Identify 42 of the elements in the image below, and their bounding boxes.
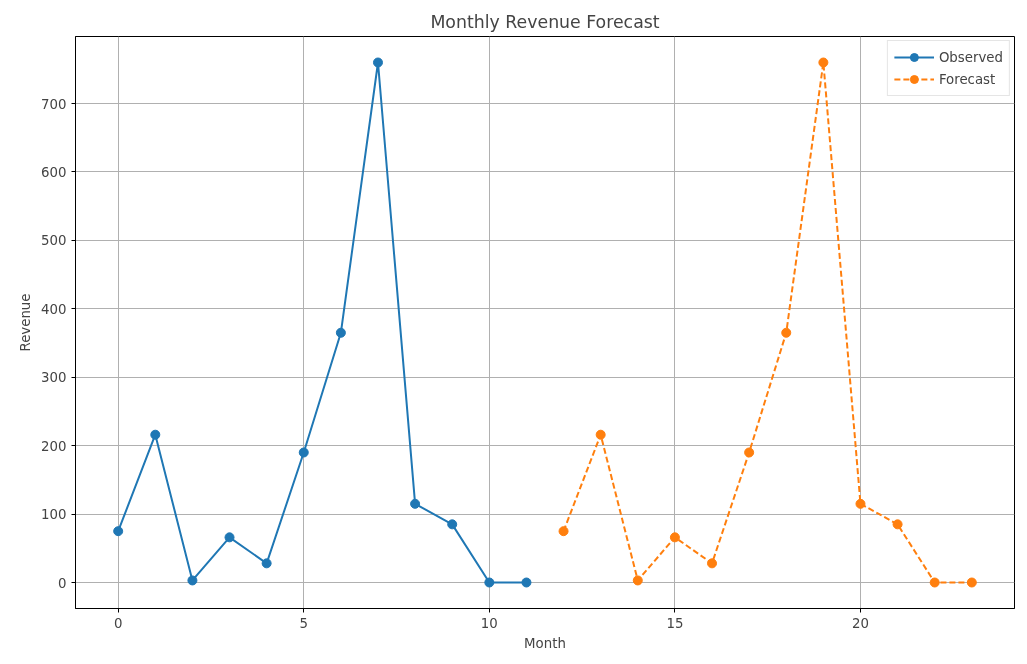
y-tick-label: 0 [58,575,67,591]
x-tick-label: 15 [666,615,684,631]
point [669,532,680,543]
point [521,577,532,588]
legend-label: Forecast [938,71,996,87]
point [484,577,495,588]
point [966,577,977,588]
point [187,575,198,586]
point [150,429,161,440]
y-tick-label: 700 [41,96,67,112]
point [335,327,346,338]
x-tick-label: 20 [851,615,869,631]
point [855,498,866,509]
y-tick-label: 200 [41,438,67,454]
x-tick-label: 0 [113,615,123,631]
y-tick-label: 100 [41,507,67,523]
y-tick-label: 500 [41,233,67,249]
y-axis-title: Revenue [18,293,34,352]
point [595,429,606,440]
point [113,526,124,537]
point [781,327,792,338]
x-tick-label: 5 [299,615,308,631]
chart-title: Monthly Revenue Forecast [430,11,660,32]
point [372,57,383,68]
point [558,526,569,537]
point [261,558,272,569]
point [224,532,235,543]
point [707,558,718,569]
point [892,519,903,530]
x-axis-title: Month [524,635,566,651]
point [818,57,829,68]
x-tick-label: 10 [480,615,498,631]
y-tick-label: 600 [41,164,67,180]
point [298,447,309,458]
point [410,498,421,509]
point [632,575,643,586]
point [744,447,755,458]
point [929,577,940,588]
legend-label: Observed [938,49,1003,65]
y-tick-label: 400 [41,301,67,317]
y-tick-label: 300 [41,370,67,386]
point [447,519,458,530]
